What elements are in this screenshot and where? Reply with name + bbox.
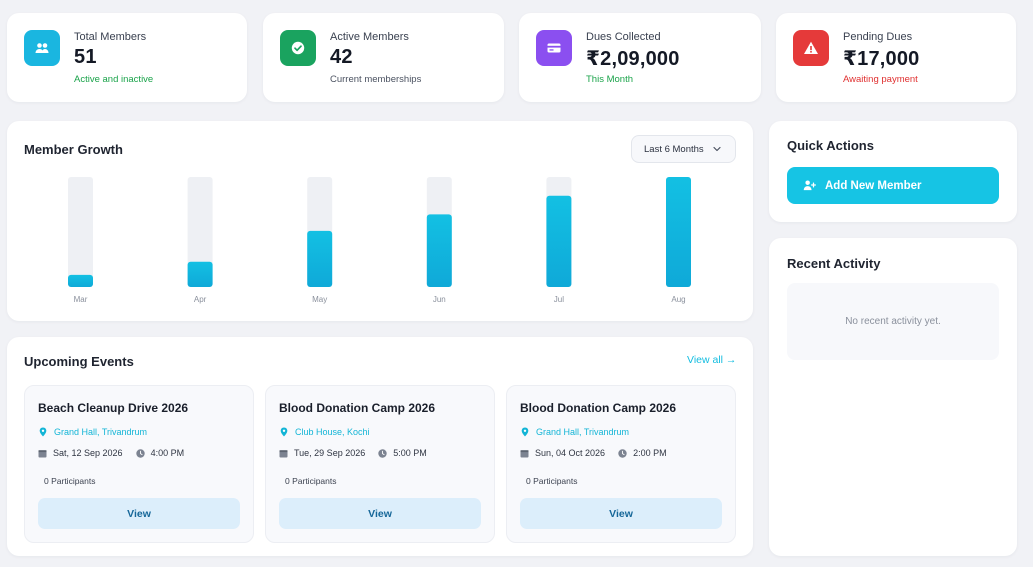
event-location-text: Club House, Kochi <box>295 427 370 437</box>
upcoming-events-card: Upcoming Events View all → Beach Cleanup… <box>7 337 753 556</box>
event-participants: 0 Participants <box>44 476 96 486</box>
stat-card-active-members: Active Members 42 Current memberships <box>263 13 504 102</box>
stat-card-dues-collected: Dues Collected ₹2,09,000 This Month <box>519 13 761 102</box>
quick-actions-title: Quick Actions <box>787 138 874 153</box>
bar-may[interactable] <box>307 230 333 287</box>
event-view-button[interactable]: View <box>38 498 240 529</box>
event-title: Blood Donation Camp 2026 <box>520 401 677 415</box>
event-participants: 0 Participants <box>526 476 578 486</box>
stat-title: Total Members <box>74 31 147 43</box>
quick-actions-card: Quick Actions Add New Member <box>769 121 1017 222</box>
clock-icon <box>378 448 387 458</box>
stat-title: Dues Collected <box>586 31 661 43</box>
bar-apr[interactable] <box>187 261 213 287</box>
calendar-icon <box>279 449 288 457</box>
event-participants: 0 Participants <box>285 476 337 486</box>
stat-title: Active Members <box>330 31 409 43</box>
x-tick-label: Apr <box>194 295 207 304</box>
credit-card-icon <box>536 30 572 66</box>
event-location: Club House, Kochi <box>279 427 370 437</box>
stat-value: ₹17,000 <box>843 48 920 70</box>
bar-track <box>68 177 93 287</box>
x-tick-label: Aug <box>671 295 685 304</box>
event-datetime: Tue, 29 Sep 2026 5:00 PM <box>279 448 427 458</box>
empty-state-text: No recent activity yet. <box>845 316 941 327</box>
event-card: Blood Donation Camp 2026 Grand Hall, Tri… <box>506 385 736 543</box>
event-location: Grand Hall, Trivandrum <box>520 427 629 437</box>
event-title: Blood Donation Camp 2026 <box>279 401 436 415</box>
event-time: 5:00 PM <box>393 448 427 458</box>
upcoming-events-title: Upcoming Events <box>24 354 134 369</box>
range-dropdown[interactable]: Last 6 Months <box>631 135 736 163</box>
users-icon <box>24 30 60 66</box>
event-title: Beach Cleanup Drive 2026 <box>38 401 189 415</box>
bar-jun[interactable] <box>426 214 452 287</box>
map-pin-icon <box>521 427 529 437</box>
map-pin-icon <box>280 427 288 437</box>
stat-subtitle: This Month <box>586 74 633 85</box>
user-plus-icon <box>803 180 816 191</box>
stat-title: Pending Dues <box>843 31 913 43</box>
event-date: Sat, 12 Sep 2026 <box>53 448 123 458</box>
calendar-icon <box>520 449 529 457</box>
bar-track <box>187 177 213 287</box>
range-dropdown-label: Last 6 Months <box>644 143 704 155</box>
bar-aug[interactable] <box>666 177 691 287</box>
recent-activity-card: Recent Activity No recent activity yet. <box>769 238 1017 556</box>
stat-value: 42 <box>330 46 353 68</box>
add-new-member-label: Add New Member <box>825 179 922 192</box>
event-time: 2:00 PM <box>633 448 667 458</box>
event-card: Blood Donation Camp 2026 Club House, Koc… <box>265 385 495 543</box>
bar-jul[interactable] <box>546 195 572 287</box>
x-tick-label: Mar <box>74 295 88 304</box>
stat-value: ₹2,09,000 <box>586 48 680 70</box>
event-time: 4:00 PM <box>150 448 185 458</box>
stat-card-total-members: Total Members 51 Active and inactive <box>7 13 247 102</box>
bar-mar[interactable] <box>68 274 93 287</box>
member-growth-chart: Mar Apr May Jun Jul Aug <box>68 177 691 304</box>
add-new-member-button[interactable]: Add New Member <box>787 167 999 204</box>
calendar-icon <box>38 449 47 457</box>
event-datetime: Sun, 04 Oct 2026 2:00 PM <box>520 448 667 458</box>
event-location-text: Grand Hall, Trivandrum <box>54 427 148 437</box>
x-tick-label: Jul <box>554 295 564 304</box>
chevron-down-icon <box>713 146 721 152</box>
warning-icon <box>793 30 829 66</box>
stat-value: 51 <box>74 46 97 68</box>
event-location: Grand Hall, Trivandrum <box>38 427 147 437</box>
member-growth-card: Member Growth Last 6 Months Mar Apr May Jun… <box>7 121 753 321</box>
recent-activity-empty: No recent activity yet. <box>787 283 999 360</box>
event-datetime: Sat, 12 Sep 2026 4:00 PM <box>38 448 184 458</box>
event-view-button[interactable]: View <box>279 498 481 529</box>
stat-card-pending-dues: Pending Dues ₹17,000 Awaiting payment <box>776 13 1016 102</box>
member-growth-title: Member Growth <box>24 142 123 157</box>
view-all-link[interactable]: View all → <box>687 354 737 366</box>
recent-activity-title: Recent Activity <box>787 256 881 271</box>
stat-subtitle: Active and inactive <box>74 74 154 85</box>
event-view-button[interactable]: View <box>520 498 722 529</box>
clock-icon <box>135 448 145 458</box>
stat-subtitle: Awaiting payment <box>843 74 918 85</box>
map-pin-icon <box>39 427 47 437</box>
check-circle-icon <box>280 30 316 66</box>
event-date: Tue, 29 Sep 2026 <box>294 448 366 458</box>
event-location-text: Grand Hall, Trivandrum <box>536 427 630 437</box>
event-card: Beach Cleanup Drive 2026 Grand Hall, Tri… <box>24 385 254 543</box>
clock-icon <box>618 448 627 458</box>
event-date: Sun, 04 Oct 2026 <box>535 448 606 458</box>
x-tick-label: Jun <box>433 295 446 304</box>
x-tick-label: May <box>312 295 327 304</box>
stat-subtitle: Current memberships <box>330 74 422 85</box>
